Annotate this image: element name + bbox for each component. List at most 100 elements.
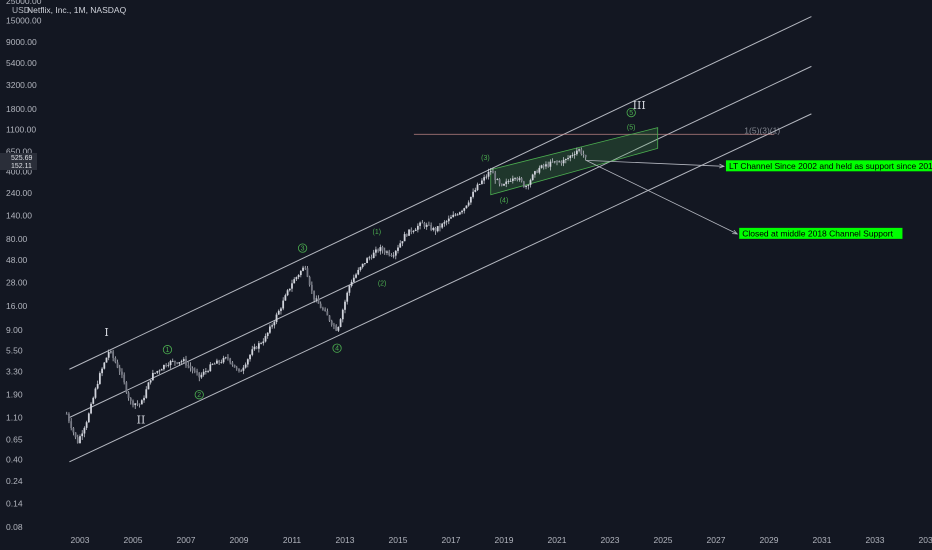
candle-body bbox=[368, 257, 371, 259]
candle-body bbox=[145, 389, 148, 398]
candle-body bbox=[509, 180, 512, 182]
candle-body bbox=[216, 360, 218, 364]
candle-body bbox=[359, 267, 362, 270]
candle-body bbox=[419, 222, 421, 226]
candle-body bbox=[383, 250, 386, 253]
candle-body bbox=[518, 178, 521, 180]
candle-body bbox=[220, 362, 223, 364]
candle-body bbox=[165, 364, 168, 366]
candle-body bbox=[284, 295, 287, 301]
candle-body bbox=[553, 161, 556, 163]
current-price-label: 525.69 bbox=[11, 155, 33, 162]
candle-body bbox=[286, 290, 289, 296]
candle-body bbox=[282, 300, 285, 309]
x-axis[interactable]: 2003 2005 2007 2009 2011 2013 2015 2017 2019 2021… bbox=[71, 535, 932, 545]
x-tick-label: 2017 bbox=[442, 535, 461, 545]
wave-circle bbox=[626, 107, 636, 118]
x-tick-label: 2027 bbox=[707, 535, 726, 545]
candle-body bbox=[450, 217, 452, 219]
annotation-box bbox=[739, 227, 903, 239]
candle-body bbox=[516, 177, 519, 180]
candle-body bbox=[72, 428, 75, 433]
candle-body bbox=[264, 336, 267, 342]
x-tick-label: 2021 bbox=[548, 535, 567, 545]
candle-body bbox=[174, 360, 176, 363]
candle-body bbox=[123, 374, 126, 383]
candle-body bbox=[372, 252, 375, 259]
candle-body bbox=[483, 177, 486, 181]
candle-body bbox=[361, 263, 364, 268]
x-tick-label: 2035 bbox=[919, 535, 932, 545]
candle-body bbox=[240, 370, 243, 372]
y-tick-label: 5.50 bbox=[6, 345, 23, 355]
candle-body bbox=[326, 311, 329, 316]
candle-body bbox=[392, 255, 395, 257]
price-sub-label: 152.11 bbox=[11, 163, 32, 170]
candle-body bbox=[547, 164, 550, 167]
roman-label: III bbox=[633, 99, 646, 112]
candle-body bbox=[434, 227, 437, 232]
candle-body bbox=[118, 367, 121, 372]
candle-body bbox=[436, 226, 439, 232]
candle-body bbox=[474, 190, 477, 192]
candle-body bbox=[494, 173, 497, 180]
currency-label: USD bbox=[12, 5, 30, 15]
candle-body bbox=[255, 346, 258, 349]
candle-body bbox=[280, 308, 282, 311]
candle-body bbox=[257, 343, 260, 349]
candle-body bbox=[456, 214, 459, 216]
candle-body bbox=[65, 413, 68, 415]
annotation-box bbox=[725, 160, 932, 172]
candle-body bbox=[138, 403, 141, 405]
candle-body bbox=[204, 371, 207, 372]
candle-body bbox=[297, 275, 300, 278]
candle-body bbox=[414, 229, 417, 231]
x-tick-label: 2025 bbox=[654, 535, 673, 545]
candle-body bbox=[476, 184, 479, 191]
candle-body bbox=[551, 161, 554, 163]
candle-body bbox=[178, 362, 181, 364]
candle-body bbox=[98, 373, 101, 384]
candle-body bbox=[185, 359, 187, 366]
candle-body bbox=[213, 363, 216, 365]
candle-body bbox=[341, 309, 344, 320]
candle-body bbox=[578, 149, 580, 151]
candle-body bbox=[293, 279, 296, 284]
candle-body bbox=[110, 351, 112, 353]
candle-body bbox=[337, 326, 340, 331]
candle-body bbox=[525, 185, 527, 188]
candle-body bbox=[573, 154, 576, 156]
candle-body bbox=[370, 257, 373, 259]
candle-body bbox=[94, 388, 97, 398]
candle-body bbox=[121, 371, 123, 375]
candle-body bbox=[507, 181, 510, 183]
symbol-header: Netflix, Inc., 1M, NASDAQ bbox=[27, 5, 127, 15]
x-tick-label: 2013 bbox=[336, 535, 355, 545]
lt-channel-upper bbox=[69, 16, 812, 370]
x-tick-label: 2033 bbox=[866, 535, 885, 545]
candle-body bbox=[545, 164, 547, 167]
candle-body bbox=[87, 413, 90, 423]
candle-body bbox=[582, 154, 585, 155]
candle-body bbox=[92, 397, 95, 404]
wave-label: (2) bbox=[378, 281, 387, 288]
candle-body bbox=[79, 436, 81, 444]
candle-body bbox=[105, 357, 108, 363]
candle-body bbox=[308, 276, 311, 285]
candle-body bbox=[375, 249, 377, 253]
candle-body bbox=[107, 352, 110, 358]
y-axis[interactable]: 25000.00 15000.00 9000.00 5400.00 3200.00 180… bbox=[6, 0, 42, 532]
wave-label: (5) bbox=[627, 125, 636, 132]
annotation-arrow bbox=[586, 159, 724, 167]
candle-body bbox=[478, 183, 481, 185]
candle-body bbox=[328, 315, 331, 321]
candle-body bbox=[304, 267, 307, 269]
candle-body bbox=[454, 214, 457, 216]
candle-body bbox=[352, 277, 355, 282]
candle-body bbox=[90, 403, 92, 414]
candle-body bbox=[114, 357, 117, 363]
candle-body bbox=[377, 249, 380, 252]
candle-body bbox=[562, 159, 565, 164]
